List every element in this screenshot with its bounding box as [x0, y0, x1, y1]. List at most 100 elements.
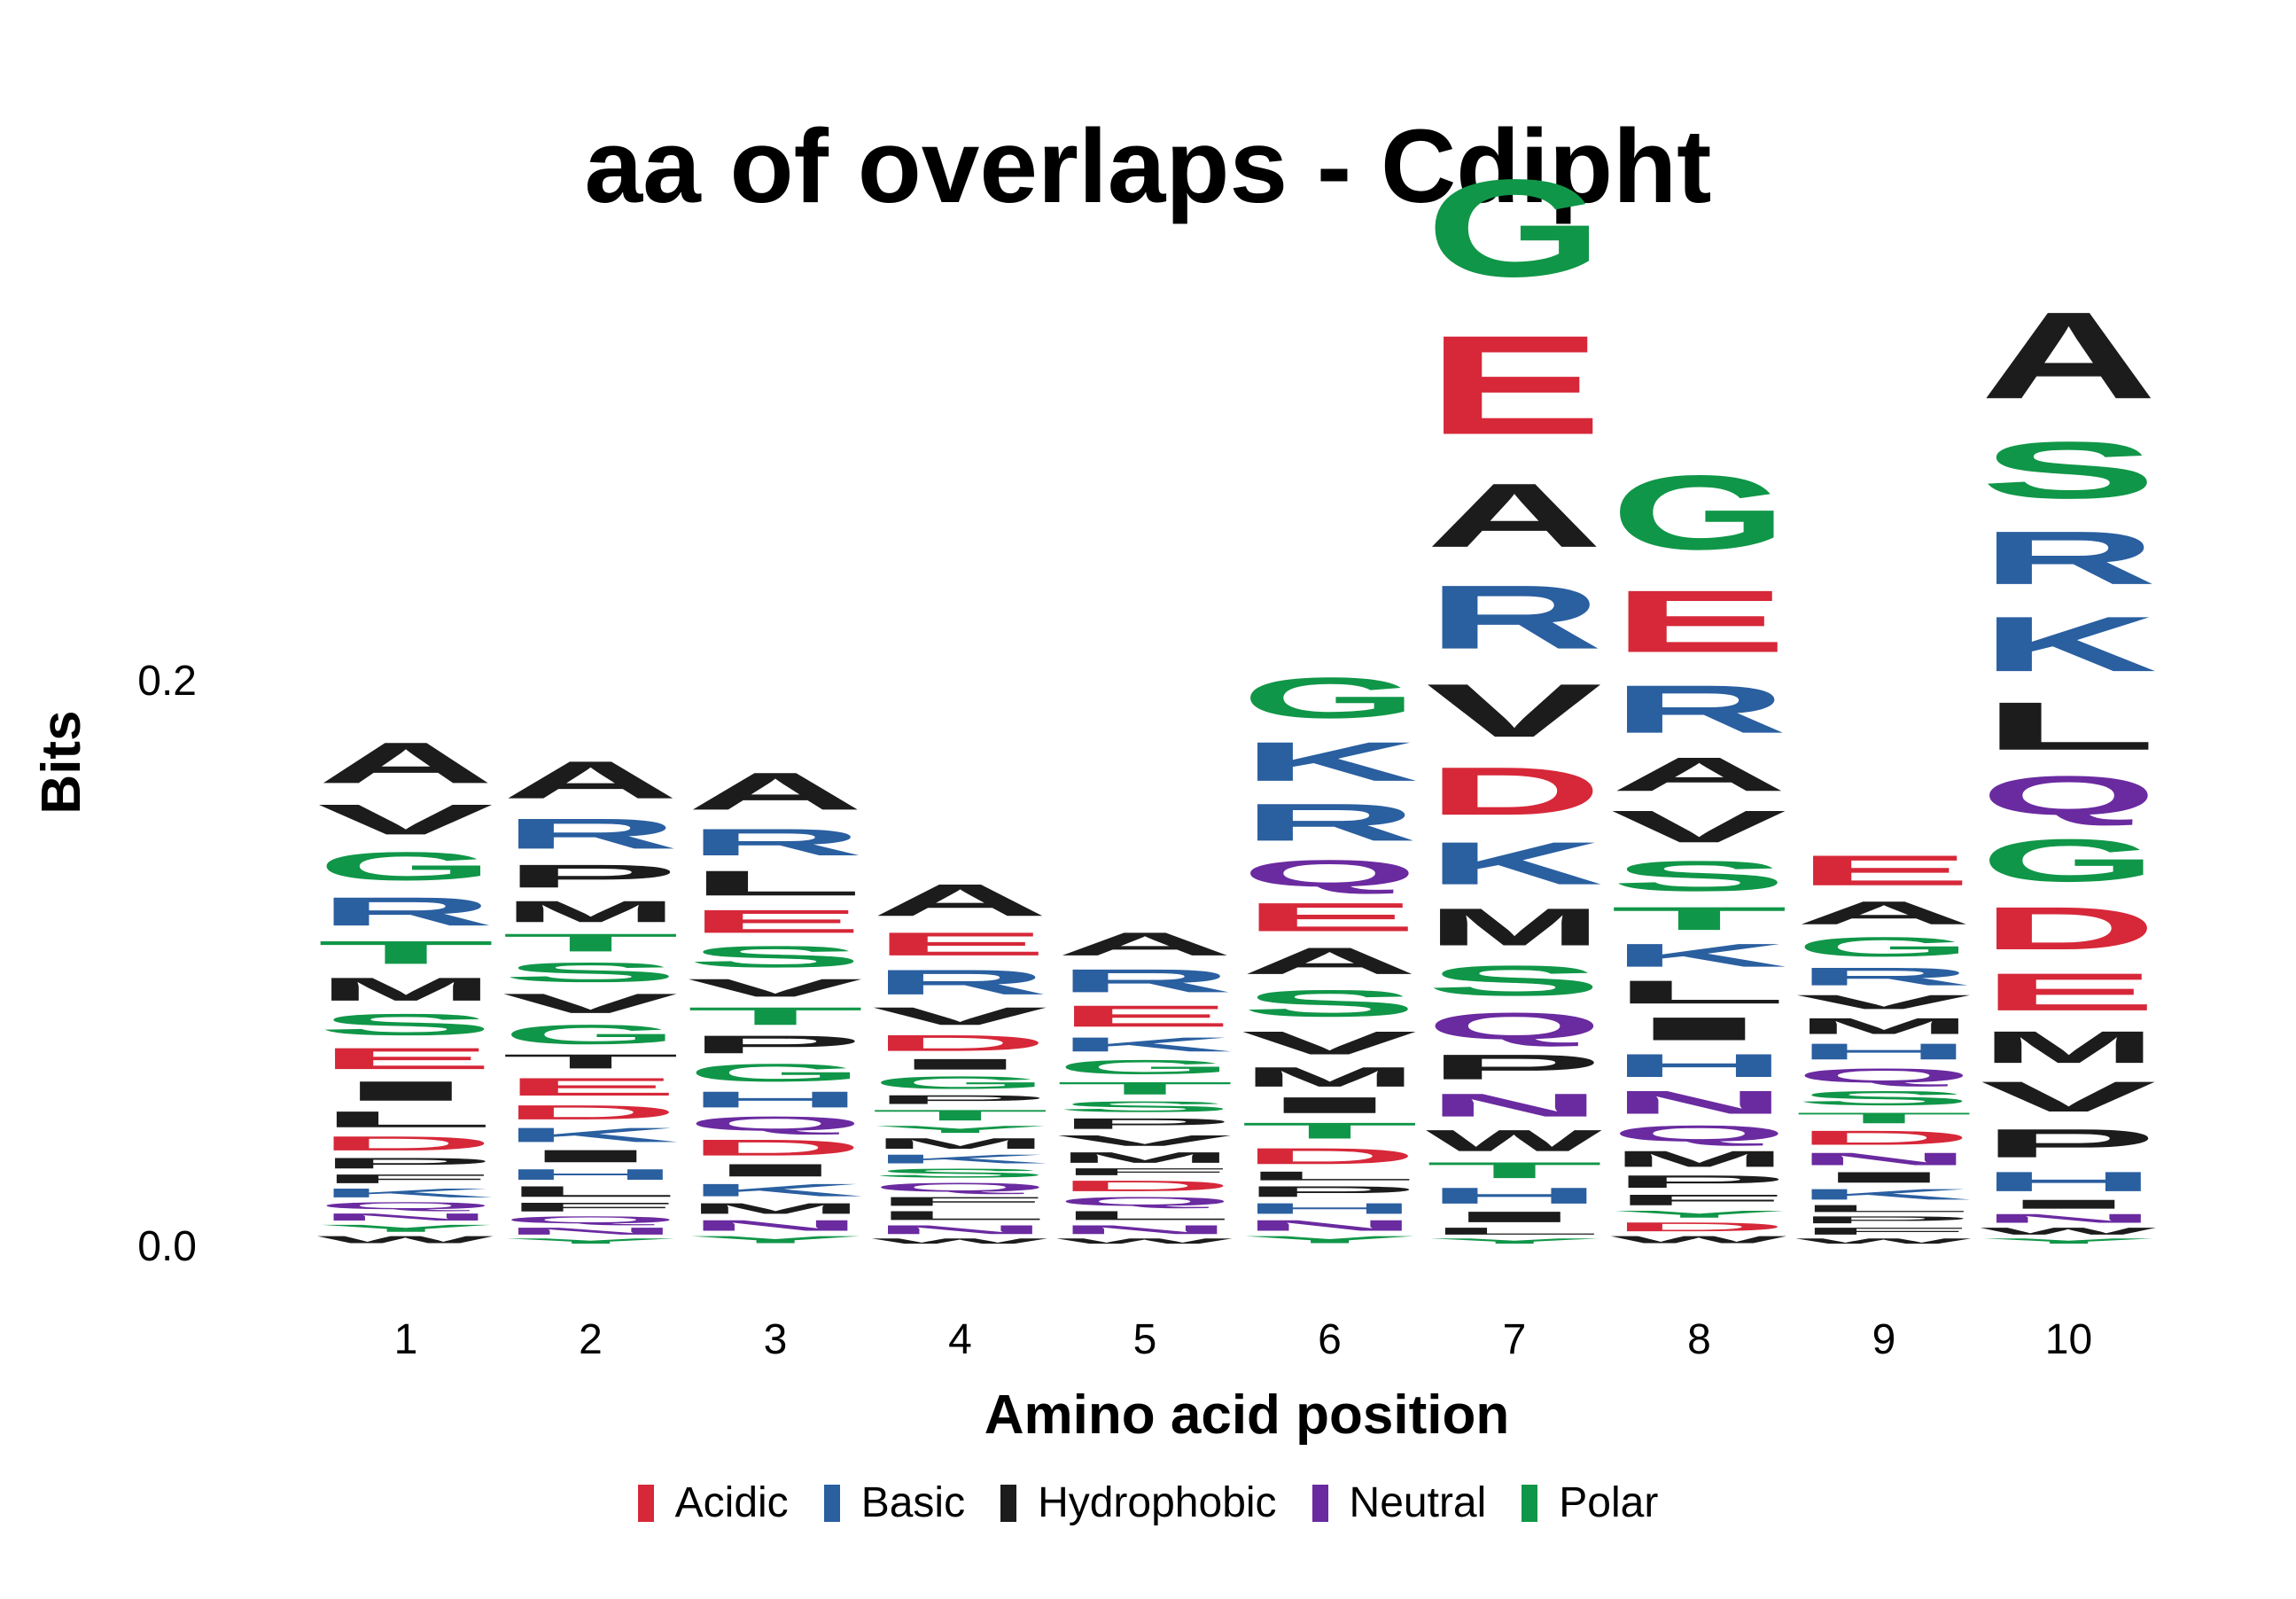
logo-letter-p: P — [1426, 1048, 1603, 1088]
logo-letter-y: Y — [872, 1124, 1049, 1135]
logo-letter-a: A — [1795, 894, 1973, 931]
logo-letter-g: G — [317, 844, 494, 889]
logo-letter-v: V — [1611, 801, 1787, 852]
logo-letter-t: T — [1795, 1110, 1973, 1127]
legend: Acidic Basic Hydrophobic Neutral Polar — [0, 1478, 2296, 1527]
logo-letter-i: I — [1241, 1093, 1419, 1119]
logo-letter-p: P — [317, 1155, 494, 1172]
logo-letter-f: F — [317, 1172, 494, 1186]
logo-letter-g: G — [1056, 1056, 1234, 1078]
logo-letter-r: R — [1426, 566, 1603, 667]
logo-letter-v: V — [502, 988, 679, 1019]
logo-letter-d: D — [1795, 1127, 1973, 1150]
logo-letter-a: A — [1241, 940, 1419, 982]
logo-letter-g: G — [872, 1072, 1049, 1092]
logo-letter-e: E — [502, 1072, 680, 1101]
logo-letter-d: D — [1981, 894, 2158, 963]
logo-letter-f: F — [1611, 1191, 1788, 1208]
logo-letter-s: S — [1611, 852, 1788, 900]
logo-letter-n: N — [1056, 1222, 1234, 1236]
logo-letter-l: L — [1981, 689, 2158, 765]
logo-letter-e: E — [1056, 999, 1234, 1033]
logo-letter-v: V — [1795, 991, 1972, 1014]
logo-letter-f: F — [1056, 1166, 1234, 1178]
logo-letter-d: D — [687, 1135, 864, 1160]
logo-letter-w: W — [1426, 1124, 1603, 1158]
logo-letter-t: T — [1241, 1118, 1419, 1143]
logo-letter-d: D — [872, 1030, 1049, 1056]
legend-item-polar: Polar — [1522, 1478, 1658, 1527]
legend-item-neutral: Neutral — [1311, 1478, 1486, 1527]
logo-letter-q: Q — [1056, 1194, 1234, 1208]
logo-letter-q: Q — [502, 1214, 680, 1226]
logo-letter-g: G — [1241, 666, 1419, 730]
logo-letter-h: H — [1981, 1166, 2158, 1197]
logo-letter-a: A — [502, 751, 680, 810]
logo-letter-n: N — [872, 1222, 1049, 1236]
logo-letter-e: E — [1241, 894, 1419, 940]
y-ticks: 0.0 0.2 — [137, 658, 197, 1270]
logo-letter-d: D — [1241, 1143, 1419, 1169]
legend-item-acidic: Acidic — [637, 1478, 789, 1527]
logo-letter-e: E — [687, 903, 864, 940]
logo-letter-k: K — [872, 1152, 1049, 1166]
logo-letter-f: F — [872, 1195, 1049, 1209]
logo-letter-a: A — [1611, 747, 1788, 800]
logo-letter-s: S — [1981, 425, 2158, 515]
logo-letter-e: E — [1981, 963, 2158, 1022]
x-tick-label: 9 — [1872, 1316, 1896, 1363]
logo-letter-e: E — [872, 926, 1049, 963]
x-ticks: 1 2 3 4 5 6 7 8 9 10 — [394, 1316, 2093, 1363]
logo-letter-r: R — [1981, 516, 2158, 600]
logo-letter-r: R — [687, 821, 864, 863]
logo-letter-n: N — [317, 1212, 494, 1223]
logo-letter-i: I — [1426, 1208, 1603, 1225]
x-tick-label: 5 — [1133, 1316, 1157, 1363]
logo-letter-d: D — [1426, 753, 1603, 830]
legend-color-key — [1311, 1484, 1328, 1522]
logo-letter-n: N — [1241, 1217, 1419, 1234]
logo-letter-m: M — [1611, 1146, 1788, 1172]
logo-letter-q: Q — [1611, 1121, 1788, 1147]
logo-letter-l: L — [1795, 1203, 1973, 1214]
logo-letter-s: S — [872, 1166, 1049, 1181]
logo-letter-m: M — [687, 1200, 864, 1217]
y-tick-label: 0.2 — [137, 658, 197, 705]
logo-letter-y: Y — [1981, 1236, 2158, 1245]
logo-letter-q: Q — [1241, 853, 1419, 895]
x-tick-label: 1 — [394, 1316, 418, 1363]
logo-letter-g: G — [687, 1058, 864, 1087]
logo-letter-e: E — [1611, 573, 1788, 671]
logo-letter-q: Q — [1795, 1065, 1973, 1087]
logo-letter-v: V — [872, 1002, 1048, 1031]
logo-letter-n: N — [502, 1226, 680, 1237]
logo-letter-l: L — [1056, 1209, 1234, 1223]
logo-letter-t: T — [687, 1002, 864, 1031]
logo-letter-q: Q — [317, 1200, 494, 1212]
logo-letter-h: H — [1426, 1183, 1603, 1209]
logo-letter-n: N — [1611, 1084, 1788, 1120]
logo-letter-p: P — [1241, 1183, 1419, 1200]
logo-letter-s: S — [1795, 1087, 1973, 1109]
logo-letter-p: P — [1056, 1115, 1234, 1132]
logo-letter-d: D — [502, 1101, 680, 1124]
logo-letter-t: T — [1611, 901, 1788, 937]
logo-letter-e: E — [1795, 846, 1973, 894]
legend-color-key — [1522, 1484, 1538, 1522]
logo-letter-s: S — [1056, 1098, 1234, 1115]
x-tick-label: 8 — [1687, 1316, 1711, 1363]
logo-letter-v: V — [1426, 668, 1602, 753]
logo-letter-p: P — [502, 858, 680, 894]
logo-letter-r: R — [1241, 793, 1419, 853]
logo-letter-k: K — [1241, 730, 1419, 792]
logo-letter-r: R — [1795, 963, 1973, 991]
logo-letter-t: T — [1426, 1158, 1603, 1183]
legend-color-key — [1000, 1484, 1017, 1522]
